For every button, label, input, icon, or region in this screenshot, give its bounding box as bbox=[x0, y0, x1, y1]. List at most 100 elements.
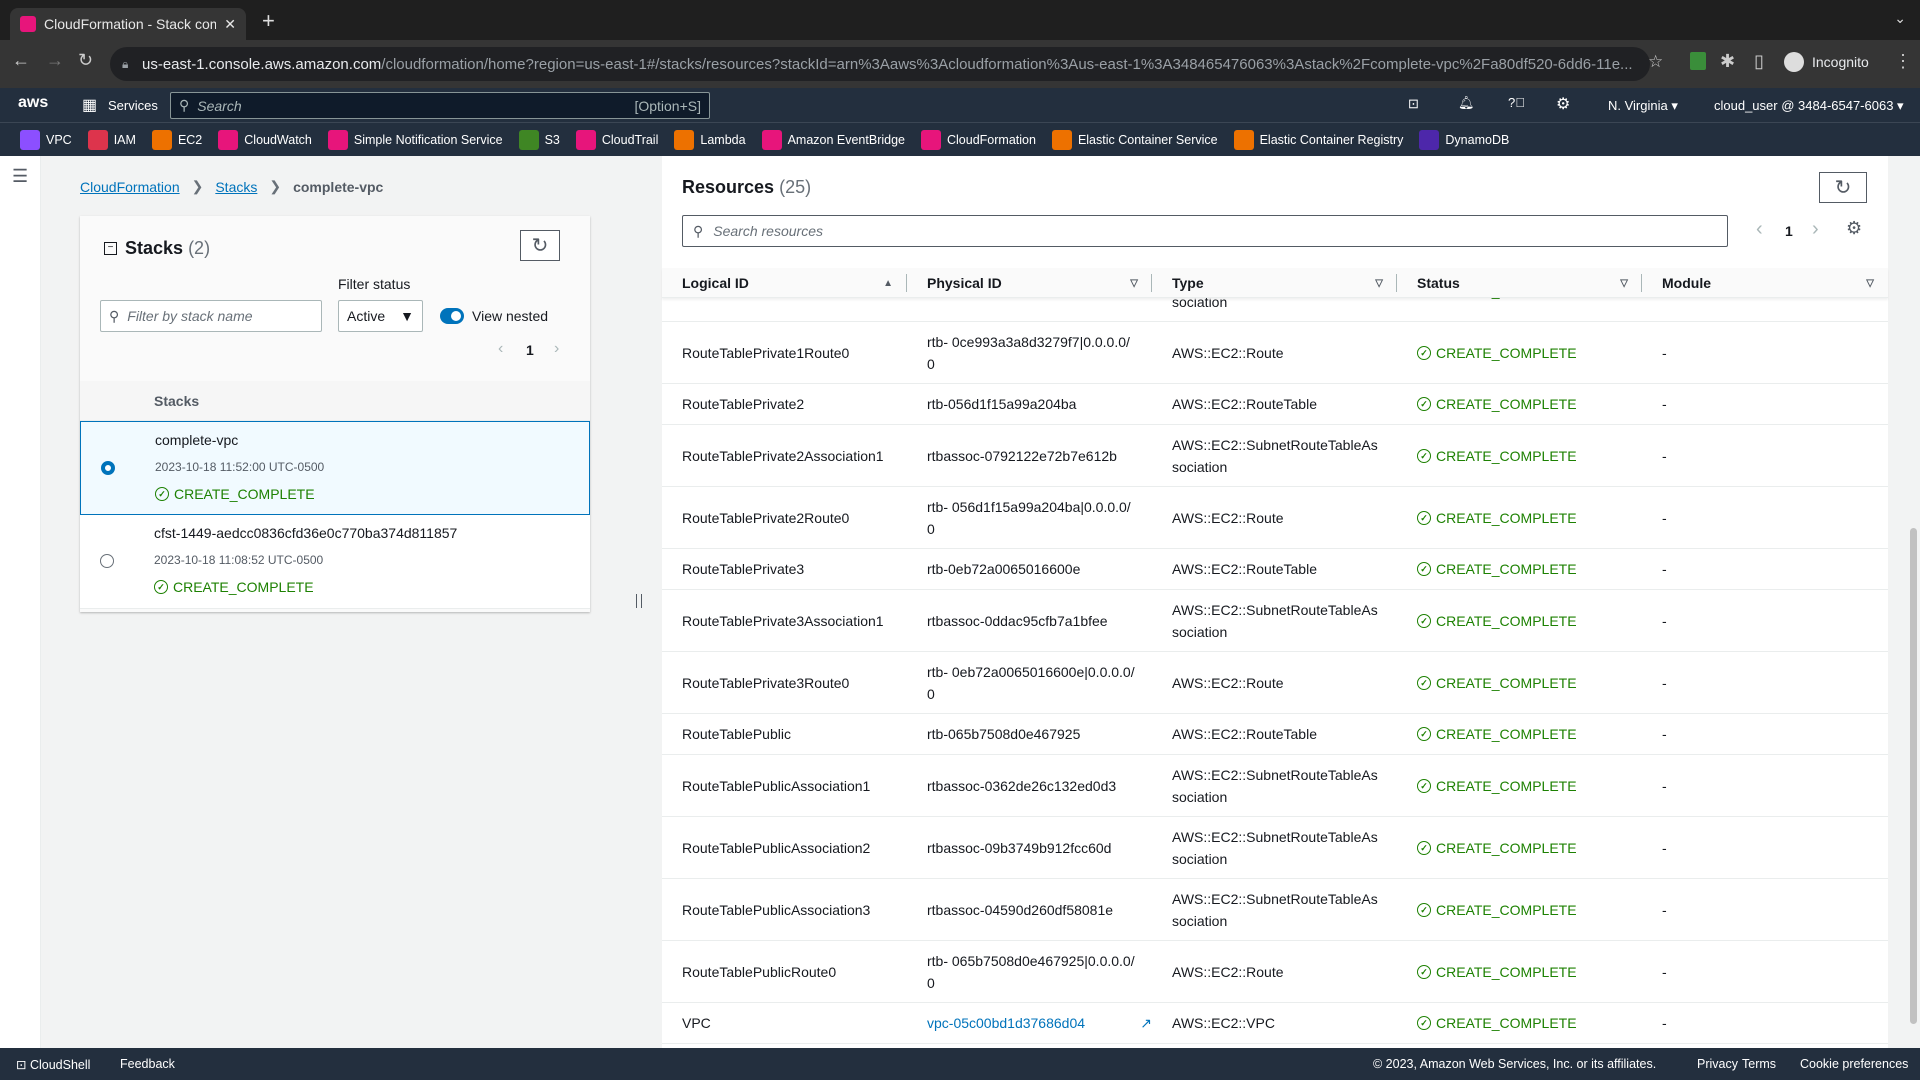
status-badge: ✓ CREATE_COMPLETE bbox=[1417, 558, 1577, 580]
favorite-s3[interactable]: S3 bbox=[518, 129, 560, 150]
prev-page-icon[interactable]: ‹ bbox=[498, 340, 504, 357]
tab-title: CloudFormation - Stack comp bbox=[44, 16, 217, 32]
cell-logical: RouteTablePublicRoute0 bbox=[662, 941, 907, 1002]
favorite-amazon-eventbridge[interactable]: Amazon EventBridge bbox=[761, 129, 905, 150]
favorite-vpc[interactable]: VPC bbox=[20, 129, 72, 150]
new-tab-icon[interactable]: + bbox=[262, 8, 275, 33]
column-resizer[interactable] bbox=[906, 274, 907, 292]
menu-icon[interactable]: ⋮ bbox=[1894, 51, 1912, 71]
search-resources-input[interactable]: ⚲ Search resources bbox=[682, 215, 1728, 247]
sort-icon[interactable]: ▽ bbox=[1130, 277, 1138, 289]
column-header-status[interactable]: Status ▽ bbox=[1397, 268, 1642, 298]
logical-text: RouteTablePrivate3Association1 bbox=[682, 612, 884, 629]
sort-icon[interactable]: ▽ bbox=[1620, 277, 1628, 289]
column-resizer[interactable] bbox=[1396, 274, 1397, 292]
favorite-simple-notification-service[interactable]: Simple Notification Service bbox=[327, 129, 503, 150]
notifications-icon[interactable]: 🔔︎ bbox=[1458, 95, 1475, 110]
cell-physical: rtbassoc-0362de26c132ed0d3 bbox=[907, 755, 1152, 816]
cell-physical: rtb- 0eb72a0065016600e|0.0.0.0/0 bbox=[907, 652, 1152, 713]
collapse-icon[interactable]: − bbox=[104, 242, 117, 255]
account-menu[interactable]: cloud_user @ 3484-6547-6063 ▾ bbox=[1714, 98, 1904, 113]
column-resizer[interactable] bbox=[1641, 274, 1642, 292]
stack-name[interactable]: complete-vpc bbox=[155, 432, 239, 448]
external-link-icon[interactable]: ↗ bbox=[1140, 1015, 1152, 1031]
address-bar[interactable]: 🔒︎ us-east-1.console.aws.amazon.com/clou… bbox=[110, 47, 1650, 81]
cookie-preferences-link[interactable]: Cookie preferences bbox=[1800, 1057, 1909, 1071]
sort-ascending-icon[interactable]: ▲ bbox=[883, 277, 893, 289]
services-menu[interactable]: Services bbox=[108, 98, 158, 113]
refresh-stacks-button[interactable]: ↻ bbox=[520, 230, 560, 261]
status-select-value: Active bbox=[347, 308, 386, 324]
breadcrumb-stacks[interactable]: Stacks bbox=[215, 178, 258, 195]
sort-icon[interactable]: ▽ bbox=[1866, 277, 1874, 289]
tab-list-icon[interactable]: ⌄ bbox=[1894, 10, 1906, 26]
scrollbar[interactable] bbox=[1910, 528, 1917, 1024]
services-grid-icon[interactable]: ▦ bbox=[82, 97, 98, 114]
breadcrumb-cloudformation[interactable]: CloudFormation bbox=[80, 178, 180, 195]
next-page-icon[interactable]: › bbox=[554, 340, 560, 357]
favorite-cloudwatch[interactable]: CloudWatch bbox=[218, 129, 312, 150]
profile-label[interactable]: Incognito bbox=[1812, 54, 1869, 70]
stack-name[interactable]: cfst-1449-aedcc0836cfd36e0c770ba374d8118… bbox=[154, 525, 458, 541]
favorite-iam[interactable]: IAM bbox=[87, 129, 136, 150]
browser-tab[interactable]: CloudFormation - Stack comp ✕ bbox=[10, 8, 246, 40]
settings-icon[interactable]: ⚙ bbox=[1556, 96, 1571, 113]
service-icon bbox=[761, 129, 782, 150]
stack-row[interactable]: complete-vpc 2023-10-18 11:52:00 UTC-0500… bbox=[80, 421, 590, 515]
column-header-physical-id[interactable]: Physical ID ▽ bbox=[907, 268, 1152, 298]
preferences-gear-icon[interactable]: ⚙ bbox=[1846, 218, 1863, 238]
view-nested-toggle[interactable] bbox=[440, 308, 464, 324]
stack-radio[interactable] bbox=[100, 554, 114, 568]
type-text: AWS::EC2::Route bbox=[1172, 963, 1284, 980]
next-page-icon[interactable]: › bbox=[1812, 218, 1819, 240]
favorite-dynamodb[interactable]: DynamoDB bbox=[1419, 129, 1509, 150]
search-shortcut: [Option+S] bbox=[634, 97, 701, 114]
column-header-module[interactable]: Module ▽ bbox=[1642, 268, 1888, 298]
column-header-type[interactable]: Type ▽ bbox=[1152, 268, 1397, 298]
close-tab-icon[interactable]: ✕ bbox=[224, 15, 236, 32]
refresh-resources-button[interactable]: ↻ bbox=[1819, 172, 1867, 203]
page-number[interactable]: 1 bbox=[1785, 223, 1793, 239]
cell-status: ✓ CREATE_COMPLETE bbox=[1397, 1003, 1642, 1043]
stack-radio[interactable] bbox=[101, 461, 115, 475]
back-icon[interactable]: ← bbox=[12, 50, 30, 70]
sort-icon[interactable]: ▽ bbox=[1375, 277, 1383, 289]
cloudshell-icon[interactable]: ⊡ bbox=[1408, 96, 1419, 111]
aws-logo[interactable]: aws bbox=[18, 94, 49, 111]
chevron-right-icon: ❯ bbox=[191, 178, 204, 194]
reload-icon[interactable]: ↻ bbox=[78, 50, 94, 70]
forward-icon[interactable]: → bbox=[46, 50, 64, 70]
favorite-elastic-container-service[interactable]: Elastic Container Service bbox=[1051, 129, 1218, 150]
aws-search-input[interactable]: ⚲ Search [Option+S] bbox=[170, 92, 710, 119]
column-header-logical-id[interactable]: Logical ID ▲ bbox=[662, 268, 907, 298]
privacy-link[interactable]: Privacy bbox=[1697, 1057, 1738, 1071]
column-resizer[interactable] bbox=[1151, 274, 1152, 292]
favorite-cloudtrail[interactable]: CloudTrail bbox=[575, 129, 658, 150]
favorite-cloudformation[interactable]: CloudFormation bbox=[921, 129, 1036, 150]
help-icon[interactable]: ?⃝ bbox=[1508, 95, 1525, 110]
cell-logical: RouteTablePublicAssociation1 bbox=[662, 755, 907, 816]
status-select[interactable]: Active ▼ bbox=[338, 300, 423, 332]
page-number[interactable]: 1 bbox=[526, 342, 534, 358]
feedback-link[interactable]: Feedback bbox=[120, 1057, 175, 1071]
cloudshell-button[interactable]: ⊡ CloudShell bbox=[16, 1057, 90, 1072]
physical-text[interactable]: vpc-05c00bd1d37686d04 bbox=[927, 1015, 1086, 1031]
extension-icon[interactable] bbox=[1690, 52, 1706, 70]
filter-stack-name-input[interactable]: ⚲ Filter by stack name bbox=[100, 300, 322, 332]
module-text: - bbox=[1662, 901, 1667, 918]
prev-page-icon[interactable]: ‹ bbox=[1756, 218, 1763, 240]
hamburger-menu-icon[interactable]: ☰ bbox=[12, 166, 29, 186]
type-text: AWS::EC2::SubnetRouteTableAs sociation bbox=[1172, 601, 1378, 640]
favorite-elastic-container-registry[interactable]: Elastic Container Registry bbox=[1233, 129, 1403, 150]
terms-link[interactable]: Terms bbox=[1742, 1057, 1777, 1071]
favorite-lambda[interactable]: Lambda bbox=[674, 129, 746, 150]
panel-resize-handle[interactable] bbox=[636, 594, 642, 608]
stack-row[interactable]: cfst-1449-aedcc0836cfd36e0c770ba374d8118… bbox=[80, 515, 590, 609]
region-selector[interactable]: N. Virginia ▾ bbox=[1608, 98, 1678, 113]
bookmark-star-icon[interactable]: ☆ bbox=[1648, 52, 1664, 71]
table-row: RouteTablePrivate3Route0 rtb- 0eb72a00650… bbox=[662, 652, 1888, 714]
puzzle-icon[interactable]: ✱ bbox=[1720, 51, 1736, 71]
status-text: CREATE_COMPLETE bbox=[1436, 344, 1577, 361]
favorite-ec2[interactable]: EC2 bbox=[151, 129, 202, 150]
sidepanel-icon[interactable]: ▯ bbox=[1754, 51, 1764, 71]
